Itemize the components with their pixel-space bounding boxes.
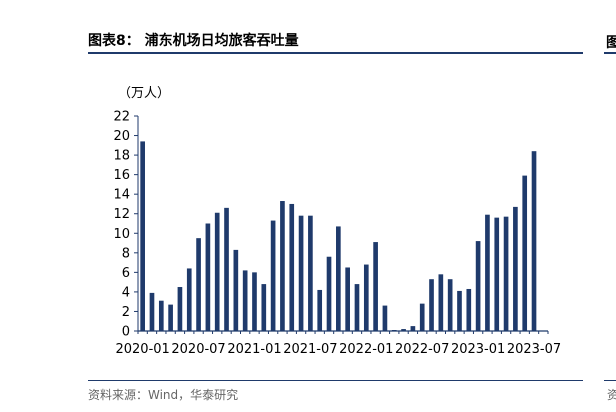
- bar-2022-01: [363, 264, 369, 331]
- bar-2021-05: [289, 203, 295, 331]
- bar-2020-08: [205, 223, 211, 331]
- bar-2022-09: [438, 274, 444, 331]
- bar-2021-02: [261, 284, 267, 331]
- bar-2021-11: [345, 267, 350, 331]
- bar-2023-07: [531, 151, 537, 331]
- source-note: 资料来源：Wind，华泰研究: [88, 388, 239, 402]
- y-tick-label: 16: [113, 168, 130, 183]
- y-tick-label: 20: [113, 129, 130, 144]
- bar-2021-10: [336, 226, 341, 331]
- bar-2020-09: [214, 212, 220, 331]
- y-tick-label: 22: [113, 110, 130, 125]
- y-tick-label: 10: [113, 227, 130, 242]
- title-divider: [88, 52, 583, 54]
- bar-2023-05: [513, 206, 518, 331]
- bar-2023-01: [475, 241, 481, 331]
- bar-2022-06: [410, 326, 416, 331]
- x-tick-label: 2020-01: [115, 342, 169, 357]
- bar-2021-09: [326, 256, 332, 331]
- adjacent-source-fragment: 资: [607, 388, 616, 402]
- bar-2023-03: [494, 217, 500, 331]
- x-tick-label: 2022-01: [339, 342, 393, 357]
- bar-2020-05: [177, 287, 183, 331]
- y-tick-label: 12: [113, 207, 130, 222]
- x-axis: 2020-01 2020-07 2021-01 2021-07 2022-01 2022-…: [115, 330, 561, 357]
- figure-title: 图表8： 浦东机场日均旅客吞吐量: [88, 33, 299, 49]
- x-tick-label: 2023-07: [507, 342, 561, 357]
- bar-2021-06: [298, 215, 304, 331]
- bar-2020-10: [224, 207, 229, 331]
- bar-2023-02: [485, 214, 490, 331]
- bar-2022-08: [429, 279, 434, 331]
- y-tick-label: 18: [113, 149, 130, 164]
- bar-2023-04: [503, 216, 509, 331]
- y-tick-label: 14: [113, 188, 130, 203]
- bar-2022-02: [373, 242, 378, 331]
- y-tick-label: 8: [122, 246, 130, 261]
- bar-2020-04: [168, 304, 173, 331]
- bar-2020-03: [158, 300, 164, 331]
- y-axis: 0 2 4 6 8 10 12 14 16 18 20 22: [113, 110, 139, 340]
- bar-2022-12: [466, 288, 472, 331]
- bar-2022-03: [382, 305, 388, 331]
- bar-2020-06: [186, 268, 192, 331]
- bar-2021-03: [270, 220, 276, 331]
- bar-series: [140, 141, 537, 331]
- bar-2023-06: [522, 175, 528, 331]
- bar-2020-07: [196, 238, 201, 331]
- bar-2022-07: [419, 303, 425, 331]
- bar-2022-05: [401, 329, 406, 331]
- bar-2021-12: [354, 284, 360, 331]
- y-axis-unit-label: （万人）: [118, 86, 171, 101]
- bar-2020-12: [242, 270, 248, 331]
- y-tick-label: 0: [122, 325, 130, 340]
- x-tick-label: 2023-01: [451, 342, 505, 357]
- x-tick-label: 2021-07: [283, 342, 337, 357]
- x-tick-label: 2020-07: [171, 342, 225, 357]
- source-divider: [88, 380, 583, 381]
- bar-2020-01: [140, 141, 145, 331]
- bar-2020-02: [149, 292, 155, 331]
- adjacent-source-divider: [604, 380, 616, 381]
- bar-2021-07: [308, 215, 313, 331]
- x-tick-label: 2022-07: [395, 342, 449, 357]
- y-tick-label: 2: [122, 305, 130, 320]
- bar-2021-04: [280, 201, 285, 331]
- y-tick-label: 4: [122, 285, 130, 300]
- x-tick-label: 2021-01: [227, 342, 281, 357]
- adjacent-figure-title-fragment: 图: [606, 35, 616, 51]
- bar-2022-10: [447, 279, 453, 331]
- bar-2020-11: [233, 249, 239, 331]
- adjacent-title-divider: [604, 52, 616, 54]
- bar-2021-01: [252, 272, 257, 331]
- y-tick-label: 6: [122, 266, 130, 281]
- bar-2021-08: [317, 289, 323, 331]
- bar-2022-11: [457, 290, 462, 331]
